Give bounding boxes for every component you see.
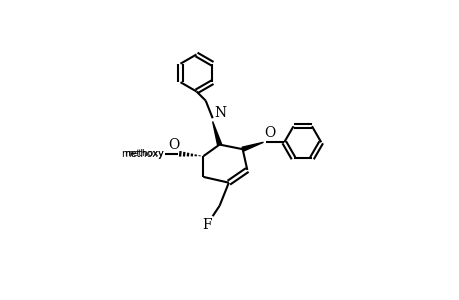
Text: F: F (202, 218, 211, 232)
Text: methoxy: methoxy (121, 149, 164, 159)
Text: O: O (263, 126, 275, 140)
Text: N: N (214, 106, 226, 120)
Polygon shape (241, 142, 263, 151)
Text: O: O (168, 138, 179, 152)
Text: methoxy: methoxy (124, 149, 164, 158)
Polygon shape (212, 122, 221, 145)
